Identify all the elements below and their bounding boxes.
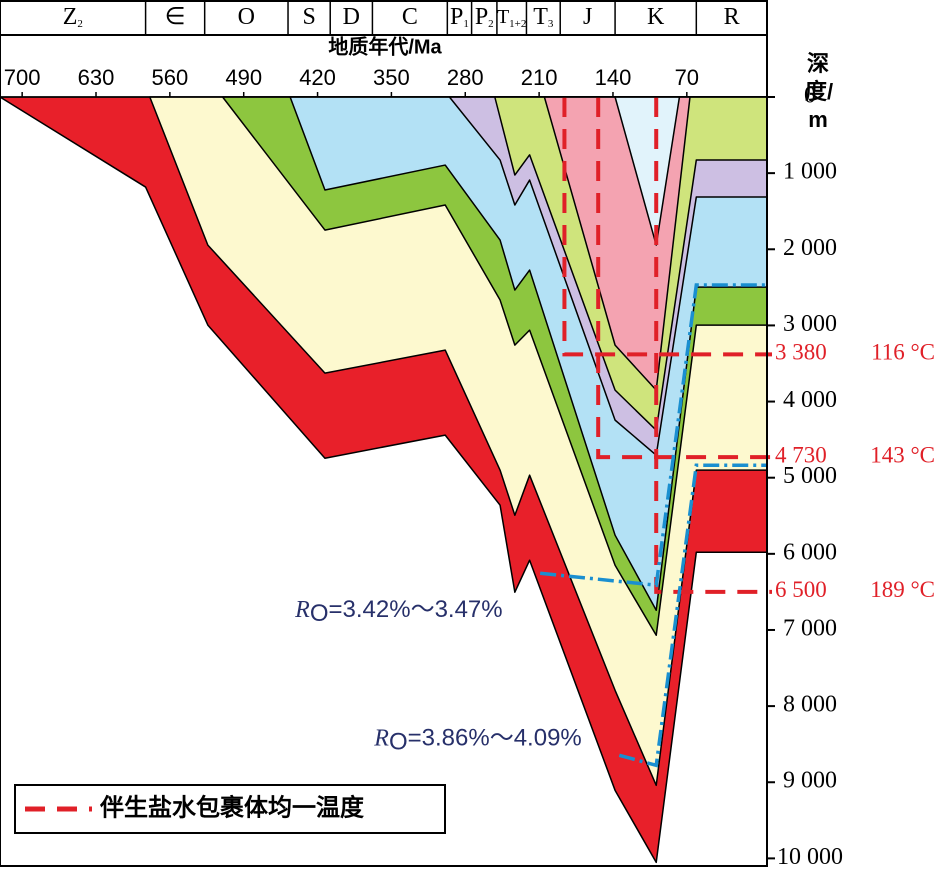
y-tick-label: 1 000 [783, 159, 837, 185]
stratum-name: R [724, 4, 740, 30]
stratum-name: ∈ [165, 4, 186, 30]
ro-line [618, 463, 767, 768]
ro-text: =3.86%～4.09% [408, 725, 582, 752]
y-tick-label: 2 000 [783, 235, 837, 261]
y-tick-label: 8 000 [783, 692, 837, 718]
ro-label: RO=3.42%～3.47% [294, 597, 502, 628]
ro-subscript: O [389, 729, 408, 756]
stratum-sub: 1+2 [509, 18, 526, 30]
x-tick-label: 210 [521, 65, 558, 90]
depth-label: 3 380 [775, 340, 827, 365]
layers [0, 96, 768, 864]
y-axis-title: 深度/m [805, 51, 834, 132]
y-tick-label: 4 000 [783, 387, 837, 413]
y-tick-label: 6 000 [783, 539, 837, 565]
stratum-name: O [238, 4, 255, 30]
stratum-name: P [450, 4, 463, 30]
temperature-label: 143 °C [870, 442, 935, 467]
y-axis-title-box: 深度/m [805, 51, 834, 132]
legend-box [14, 784, 446, 834]
stratum-sub: 3 [548, 18, 554, 30]
y-tick-label: 3 000 [783, 311, 837, 337]
stratum-sub: 2 [77, 18, 83, 30]
stratum-label: C [402, 4, 418, 30]
stratum-name: D [343, 4, 360, 30]
x-tick-label: 350 [373, 65, 410, 90]
label-bg [772, 444, 937, 471]
stratum-name: C [402, 4, 418, 30]
stratum-label: O [238, 4, 255, 30]
stratum-label: R [724, 4, 740, 30]
x-axis-title: 地质年代/Ma [328, 34, 442, 58]
ro-subscript: O [310, 601, 329, 628]
stratum-label: P2 [475, 4, 494, 30]
label-bg [772, 578, 937, 605]
stratum-label: P1 [450, 4, 469, 30]
label-bg [772, 341, 937, 368]
ro-symbol: R [294, 597, 310, 623]
x-tick-label: 70 [675, 65, 699, 90]
x-tick-label: 630 [78, 65, 115, 90]
stratum-label: K [647, 4, 665, 30]
legend-label: 伴生盐水包裹体均一温度 [99, 793, 365, 821]
y-tick-label: 7 000 [783, 615, 837, 641]
y-tick-label: 5 000 [783, 463, 837, 489]
x-tick-label: 560 [151, 65, 188, 90]
temperature-label: 189 °C [870, 577, 935, 602]
y-tick-label: 0 [804, 83, 816, 109]
stratum-sub: 1 [463, 18, 469, 30]
stratum-label: D [343, 4, 360, 30]
stratum-label: ∈ [165, 4, 186, 30]
ro-label: RO=3.86%～4.09% [373, 725, 581, 756]
plot-frame [0, 0, 768, 867]
temperature-label: 116 °C [871, 340, 935, 365]
stratum-label: T3 [533, 4, 554, 30]
depth-label: 6 500 [775, 577, 827, 602]
stratum-label: S [302, 4, 315, 30]
x-tick-label: 280 [447, 65, 484, 90]
ro-symbol: R [373, 725, 389, 751]
stratum-label: Z2 [63, 4, 83, 30]
stratum-name: T [497, 6, 509, 28]
x-tick-label: 140 [595, 65, 632, 90]
y-tick-label: 9 000 [783, 768, 837, 794]
depth-label: 4 730 [775, 442, 827, 467]
ro-line [539, 283, 767, 588]
temperature-line [562, 97, 937, 357]
x-tick-label: 420 [299, 65, 336, 90]
stratum-name: J [583, 4, 592, 30]
x-tick-label: 490 [225, 65, 262, 90]
ro-text: =3.42%～3.47% [329, 597, 503, 624]
stratum-name: P [475, 4, 488, 30]
stratum-name: S [302, 4, 315, 30]
stratum-name: K [647, 4, 665, 30]
y-tick-label: 10 000 [777, 844, 843, 869]
x-tick-label: 700 [4, 65, 41, 90]
stratum-sub: 2 [488, 18, 494, 30]
stratum-label: T1+2 [497, 6, 526, 30]
stratum-name: T [533, 4, 548, 30]
stratum-label: J [583, 4, 592, 30]
stratum-name: Z [63, 4, 78, 30]
